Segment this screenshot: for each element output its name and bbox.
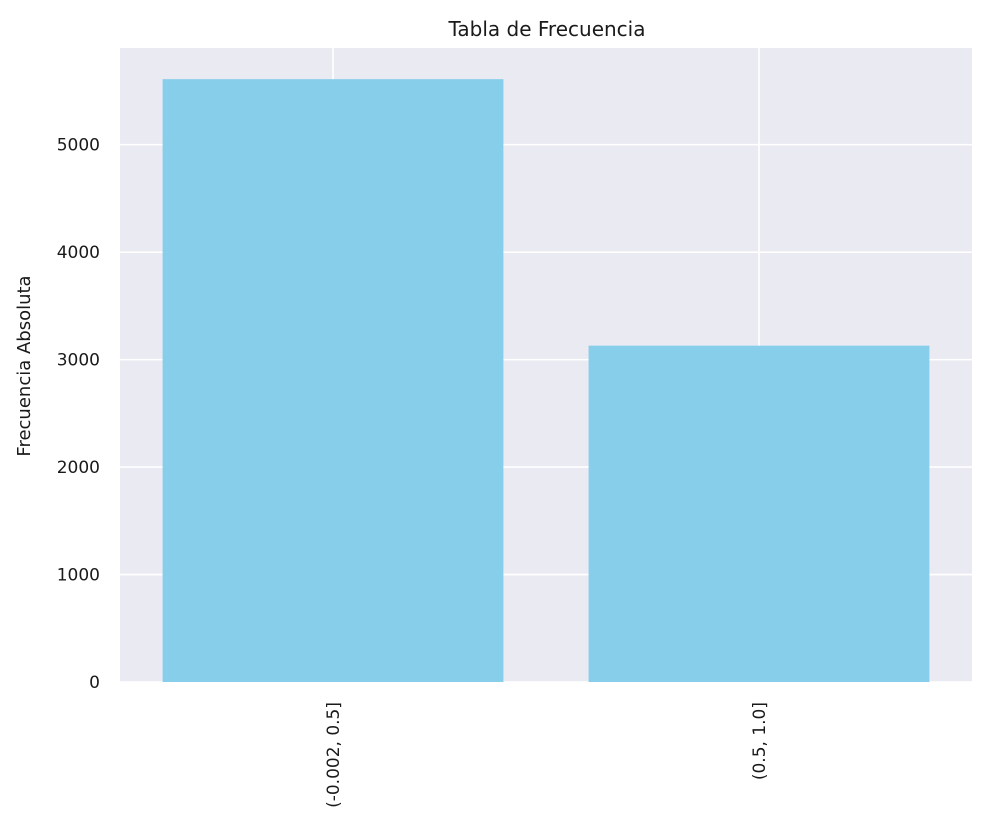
y-tick-label: 4000 xyxy=(57,243,100,263)
x-tick-label: (-0.002, 0.5] xyxy=(324,702,344,808)
bars xyxy=(162,79,930,682)
bar xyxy=(162,79,504,682)
y-tick-label: 0 xyxy=(89,673,100,693)
y-axis-label: Frecuencia Absoluta xyxy=(14,275,35,456)
y-tick-label: 2000 xyxy=(57,458,100,478)
chart-title: Tabla de Frecuencia xyxy=(448,17,646,41)
x-tick-label: (0.5, 1.0] xyxy=(750,702,770,780)
y-tick-label: 5000 xyxy=(57,136,100,156)
y-tick-label: 3000 xyxy=(57,351,100,371)
y-tick-label: 1000 xyxy=(57,566,100,586)
bar xyxy=(588,345,930,682)
tick-labels: 0 1000 2000 3000 4000 5000 (-0.002, 0.5] (0.5, … xyxy=(57,136,770,808)
